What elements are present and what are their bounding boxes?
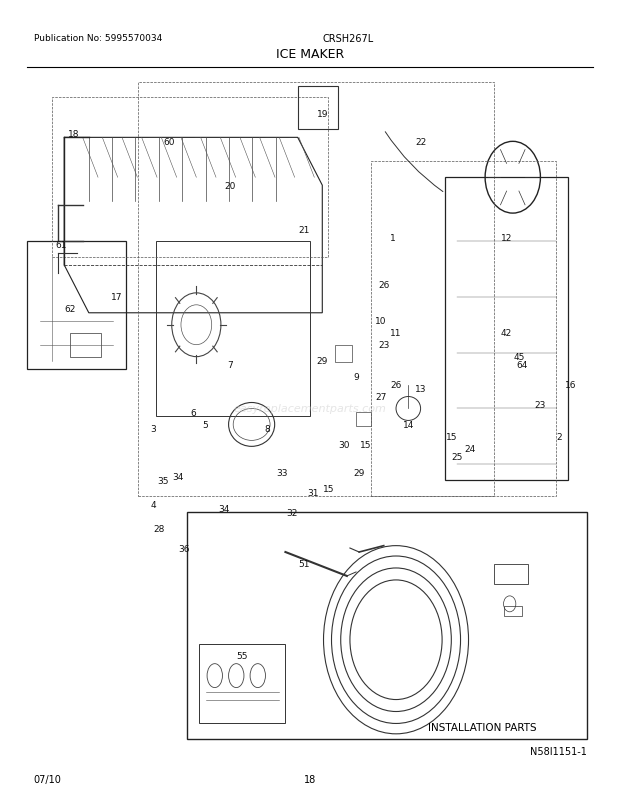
Text: 24: 24 bbox=[464, 444, 476, 453]
Text: 18: 18 bbox=[304, 774, 316, 784]
Text: 12: 12 bbox=[501, 233, 512, 242]
Text: 55: 55 bbox=[237, 651, 248, 660]
Text: 45: 45 bbox=[513, 353, 525, 362]
Text: 62: 62 bbox=[64, 305, 76, 314]
Text: 18: 18 bbox=[68, 130, 79, 139]
Text: 8: 8 bbox=[264, 424, 270, 433]
Text: 61: 61 bbox=[55, 241, 67, 250]
Text: 26: 26 bbox=[391, 381, 402, 390]
Text: 26: 26 bbox=[378, 281, 389, 290]
Text: 35: 35 bbox=[157, 476, 168, 485]
Text: 15: 15 bbox=[360, 440, 371, 449]
Text: 29: 29 bbox=[317, 357, 328, 366]
Text: 13: 13 bbox=[415, 384, 427, 394]
Text: 28: 28 bbox=[154, 524, 165, 533]
Text: 32: 32 bbox=[286, 508, 297, 517]
Text: 23: 23 bbox=[534, 400, 546, 410]
Text: 34: 34 bbox=[172, 472, 184, 481]
Text: 15: 15 bbox=[446, 432, 457, 441]
Text: 3: 3 bbox=[151, 424, 156, 433]
Text: 2: 2 bbox=[556, 432, 562, 441]
Text: INSTALLATION PARTS: INSTALLATION PARTS bbox=[428, 723, 536, 732]
Text: 19: 19 bbox=[317, 110, 328, 119]
Text: 7: 7 bbox=[228, 361, 233, 370]
Text: 5: 5 bbox=[203, 420, 208, 429]
Text: N58I1151-1: N58I1151-1 bbox=[529, 747, 587, 756]
Text: 17: 17 bbox=[111, 293, 122, 302]
Text: 20: 20 bbox=[224, 181, 236, 190]
Text: 51: 51 bbox=[298, 560, 309, 569]
Text: 30: 30 bbox=[338, 440, 350, 449]
Text: 07/10: 07/10 bbox=[33, 774, 61, 784]
Text: CRSH267L: CRSH267L bbox=[322, 34, 373, 43]
Text: 10: 10 bbox=[375, 317, 386, 326]
Text: 11: 11 bbox=[390, 329, 402, 338]
Text: 31: 31 bbox=[308, 488, 319, 497]
Text: ICE MAKER: ICE MAKER bbox=[276, 48, 344, 61]
Text: 25: 25 bbox=[452, 452, 463, 461]
Text: 64: 64 bbox=[516, 361, 528, 370]
Text: Publication No: 5995570034: Publication No: 5995570034 bbox=[33, 34, 162, 43]
Text: 15: 15 bbox=[322, 484, 334, 493]
Text: 9: 9 bbox=[353, 373, 359, 382]
Text: 1: 1 bbox=[390, 233, 396, 242]
Text: 42: 42 bbox=[501, 329, 512, 338]
Text: 16: 16 bbox=[565, 381, 577, 390]
Text: 6: 6 bbox=[190, 408, 196, 418]
Text: 23: 23 bbox=[378, 341, 389, 350]
Text: easyreplacementparts.com: easyreplacementparts.com bbox=[234, 404, 386, 414]
Text: 34: 34 bbox=[218, 504, 229, 513]
Text: 4: 4 bbox=[151, 500, 156, 509]
Text: 22: 22 bbox=[415, 138, 426, 147]
Text: 14: 14 bbox=[402, 420, 414, 429]
Text: 36: 36 bbox=[179, 544, 190, 553]
Text: 21: 21 bbox=[298, 225, 309, 234]
Text: 60: 60 bbox=[163, 138, 174, 147]
Text: 27: 27 bbox=[375, 392, 386, 402]
Text: 29: 29 bbox=[353, 468, 365, 477]
Text: 33: 33 bbox=[277, 468, 288, 477]
